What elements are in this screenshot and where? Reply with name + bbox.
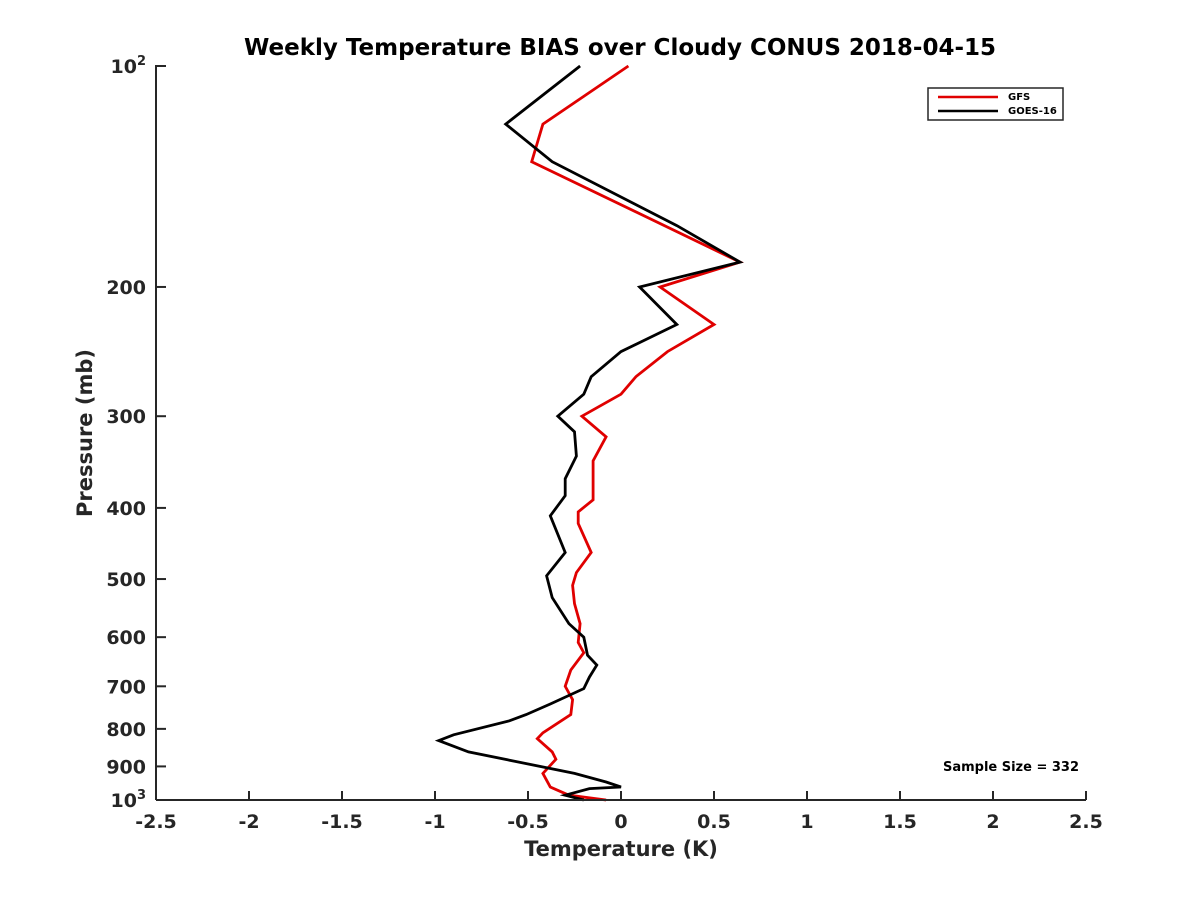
x-tick-label: -1	[424, 811, 445, 833]
x-tick-label: -2	[238, 811, 259, 833]
x-tick-label: 2	[986, 811, 999, 833]
y-tick-label: 800	[106, 719, 146, 741]
y-tick-label: 300	[106, 406, 146, 428]
y-tick-label: 500	[106, 569, 146, 591]
y-tick-label: 600	[106, 627, 146, 649]
legend-goes16-label: GOES-16	[1008, 106, 1057, 117]
y-axis-label: Pressure (mb)	[73, 349, 97, 517]
x-tick-label: 1	[800, 811, 813, 833]
x-tick-label: 2.5	[1069, 811, 1103, 833]
x-tick-label: 1.5	[883, 811, 917, 833]
sample-size-annotation: Sample Size = 332	[943, 760, 1079, 775]
x-axis-label: Temperature (K)	[524, 837, 718, 861]
y-ticks: 102 200 300 400 500 600 700 800 900 103	[106, 54, 166, 812]
y-tick-label: 400	[106, 498, 146, 520]
y-tick-label: 103	[111, 788, 147, 812]
x-tick-label: -2.5	[135, 811, 177, 833]
y-tick-label: 200	[106, 277, 146, 299]
chart-title: Weekly Temperature BIAS over Cloudy CONU…	[244, 35, 996, 61]
legend-gfs-label: GFS	[1008, 92, 1030, 103]
y-tick-label: 102	[111, 54, 147, 78]
series-layer	[434, 64, 744, 802]
y-tick-label: 700	[106, 676, 146, 698]
legend: GFS GOES-16	[927, 87, 1064, 121]
x-ticks: -2.5 -2 -1.5 -1 -0.5 0 0.5 1 1.5 2 2.5	[135, 791, 1103, 833]
legend-box	[927, 87, 1064, 121]
x-tick-label: 0	[614, 811, 627, 833]
x-tick-label: 0.5	[697, 811, 731, 833]
y-tick-label: 900	[106, 756, 146, 778]
x-tick-label: -0.5	[507, 811, 549, 833]
series-line-gfs	[530, 64, 744, 802]
x-tick-label: -1.5	[321, 811, 363, 833]
series-line-goes-16	[434, 64, 744, 802]
